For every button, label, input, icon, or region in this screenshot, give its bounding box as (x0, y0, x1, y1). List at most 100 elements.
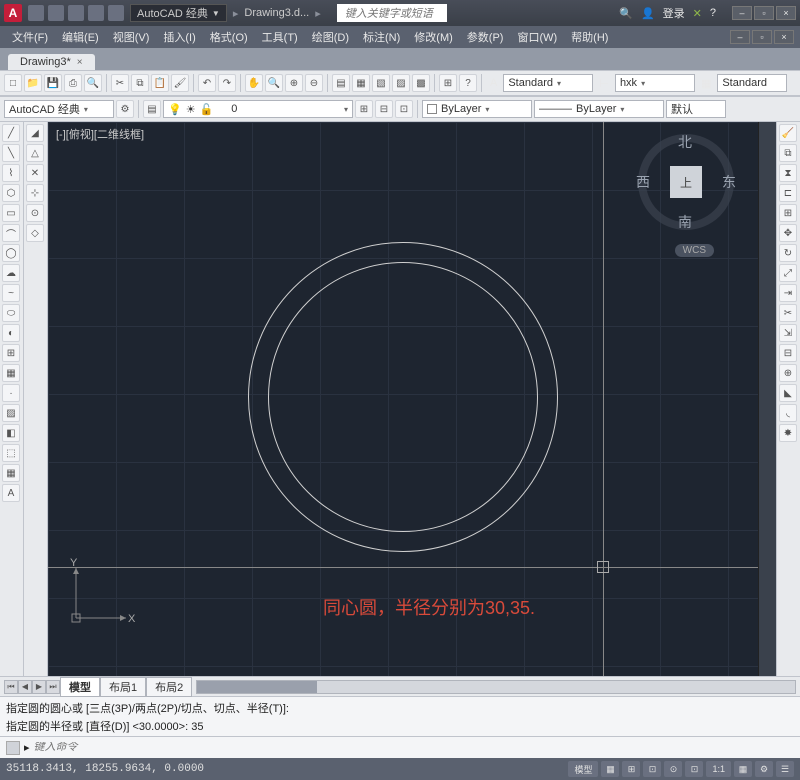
help-icon[interactable]: ? (710, 7, 716, 19)
layer-states-icon[interactable]: ⊞ (355, 100, 373, 118)
zoom-icon[interactable]: 🔍 (265, 74, 283, 92)
preview-icon[interactable]: 🔍 (84, 74, 102, 92)
wcs-badge[interactable]: WCS (675, 244, 714, 257)
snap-cen-icon[interactable]: ⊙ (26, 204, 44, 222)
explode-icon[interactable]: ✸ (779, 424, 797, 442)
tab-layout1[interactable]: 布局1 (100, 677, 146, 697)
offset-icon[interactable]: ⊏ (779, 184, 797, 202)
login-label[interactable]: 登录 (663, 5, 685, 21)
mirror-icon[interactable]: ⧗ (779, 164, 797, 182)
doc-close-button[interactable]: × (774, 30, 794, 44)
hscroll-thumb[interactable] (197, 681, 317, 693)
workspace-combo[interactable]: AutoCAD 经典 ▾ (4, 100, 114, 118)
linetype-combo[interactable]: ——— ByLayer ▾ (534, 100, 664, 118)
menu-view[interactable]: 视图(V) (107, 27, 156, 47)
circle-icon[interactable]: ◯ (2, 244, 20, 262)
chamfer-icon[interactable]: ◣ (779, 384, 797, 402)
fillet-icon[interactable]: ◟ (779, 404, 797, 422)
exchange-icon[interactable]: ✕ (693, 7, 702, 20)
color-combo[interactable]: ByLayer ▾ (422, 100, 532, 118)
tool-palettes-icon[interactable]: ▧ (372, 74, 390, 92)
open-icon[interactable]: 📁 (24, 74, 42, 92)
save-icon[interactable]: 💾 (44, 74, 62, 92)
search-icon[interactable]: 🔍 (619, 7, 633, 20)
match-icon[interactable]: 🖌 (171, 74, 189, 92)
undo-icon[interactable]: ↶ (198, 74, 216, 92)
menu-insert[interactable]: 插入(I) (157, 27, 201, 47)
sb-snap-icon[interactable]: ⊞ (622, 761, 640, 777)
file-tab[interactable]: Drawing3* × (8, 54, 95, 70)
design-center-icon[interactable]: ▦ (352, 74, 370, 92)
snap-qua-icon[interactable]: ◇ (26, 224, 44, 242)
tab-layout2[interactable]: 布局2 (146, 677, 192, 697)
vertical-scrollbar[interactable] (758, 122, 776, 676)
dim-style-icon[interactable]: ⊢ (595, 77, 613, 90)
redo-icon[interactable]: ↷ (218, 74, 236, 92)
workspace-selector[interactable]: AutoCAD 经典 ▼ (130, 4, 227, 22)
break-icon[interactable]: ⊟ (779, 344, 797, 362)
qat-new-icon[interactable] (28, 5, 44, 21)
scale-icon[interactable]: ⤢ (779, 264, 797, 282)
vc-south[interactable]: 南 (678, 212, 692, 232)
dim-style-combo[interactable]: hxk ▾ (615, 74, 695, 92)
region-icon[interactable]: ⬚ (2, 444, 20, 462)
app-icon[interactable]: A (4, 4, 22, 22)
zoom-prev-icon[interactable]: ⊖ (305, 74, 323, 92)
menu-dim[interactable]: 标注(N) (357, 27, 406, 47)
cut-icon[interactable]: ✂ (111, 74, 129, 92)
arc-icon[interactable]: ⌒ (2, 224, 20, 242)
markup-icon[interactable]: ▩ (412, 74, 430, 92)
drawing-canvas[interactable]: [-][俯视][二维线框] 同心圆，半径分别为30,35. 北 南 东 西 上 … (48, 122, 758, 676)
menu-tools[interactable]: 工具(T) (256, 27, 304, 47)
snap-end-icon[interactable]: ◢ (26, 124, 44, 142)
revcloud-icon[interactable]: ☁ (2, 264, 20, 282)
polygon-icon[interactable]: ⬡ (2, 184, 20, 202)
qat-undo-icon[interactable] (88, 5, 104, 21)
sb-menu-icon[interactable]: ☰ (776, 761, 794, 777)
sb-scale-button[interactable]: 1:1 (706, 761, 731, 777)
extend-icon[interactable]: ⇲ (779, 324, 797, 342)
sb-polar-icon[interactable]: ⊙ (664, 761, 682, 777)
gradient-icon[interactable]: ◧ (2, 424, 20, 442)
viewport-label[interactable]: [-][俯视][二维线框] (56, 126, 144, 142)
mtext-icon[interactable]: A (2, 484, 20, 502)
hatch-icon[interactable]: ▨ (2, 404, 20, 422)
text-style-icon[interactable]: A (486, 77, 501, 89)
menu-format[interactable]: 格式(O) (204, 27, 254, 47)
stretch-icon[interactable]: ⇥ (779, 284, 797, 302)
sb-grid-icon[interactable]: ▦ (601, 761, 619, 777)
paste-icon[interactable]: 📋 (151, 74, 169, 92)
search-input[interactable]: 键入关键字或短语 (337, 4, 447, 22)
menu-help[interactable]: 帮助(H) (565, 27, 614, 47)
menu-draw[interactable]: 绘图(D) (306, 27, 355, 47)
point-icon[interactable]: · (2, 384, 20, 402)
text-style-combo[interactable]: Standard ▾ (503, 74, 593, 92)
tab-model[interactable]: 模型 (60, 677, 100, 697)
sb-ws-icon[interactable]: ⚙ (755, 761, 773, 777)
sb-model-button[interactable]: 模型 (568, 761, 598, 777)
plot-icon[interactable]: ⎙ (64, 74, 82, 92)
copy-icon[interactable]: ⧉ (131, 74, 149, 92)
vc-west[interactable]: 西 (636, 172, 650, 192)
line-icon[interactable]: ╱ (2, 124, 20, 142)
rectangle-icon[interactable]: ▭ (2, 204, 20, 222)
layer-prev-icon[interactable]: ⊡ (395, 100, 413, 118)
calc-icon[interactable]: ⊞ (439, 74, 457, 92)
tab-nav-next[interactable]: ▶ (32, 680, 46, 694)
user-icon[interactable]: 👤 (641, 7, 655, 20)
qat-save-icon[interactable] (68, 5, 84, 21)
viewcube[interactable]: 北 南 东 西 上 (638, 134, 734, 230)
join-icon[interactable]: ⊕ (779, 364, 797, 382)
table-icon[interactable]: ▦ (2, 464, 20, 482)
ellipse-arc-icon[interactable]: ◐ (2, 324, 20, 342)
command-prompt-icon[interactable] (6, 741, 20, 755)
xline-icon[interactable]: ╲ (2, 144, 20, 162)
copy-obj-icon[interactable]: ⧉ (779, 144, 797, 162)
sb-anno-icon[interactable]: ▦ (734, 761, 752, 777)
layer-iso-icon[interactable]: ⊟ (375, 100, 393, 118)
new-icon[interactable]: □ (4, 74, 22, 92)
layer-combo[interactable]: 💡 ☀ 🔓 0 ▾ (163, 100, 353, 118)
pan-icon[interactable]: ✋ (245, 74, 263, 92)
table-style-icon[interactable]: ▦ (697, 77, 715, 90)
block-icon[interactable]: ▦ (2, 364, 20, 382)
